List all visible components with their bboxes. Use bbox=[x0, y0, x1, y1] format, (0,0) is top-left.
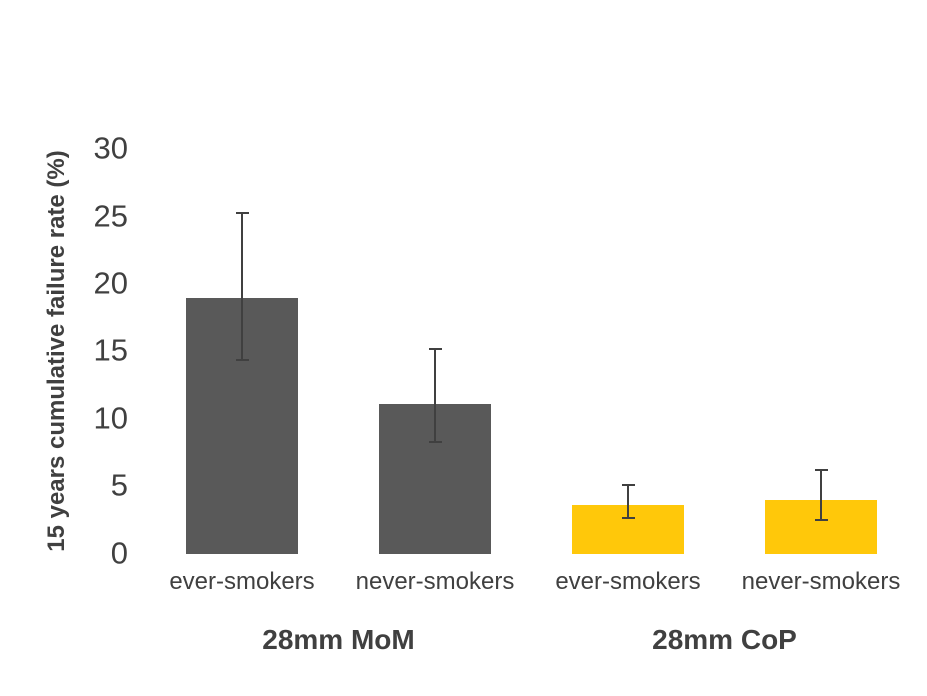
y-tick-label-10: 10 bbox=[93, 400, 128, 436]
y-tick-label-20: 20 bbox=[93, 265, 128, 301]
y-tick-label-15: 15 bbox=[93, 332, 128, 368]
group-label: 28mm MoM bbox=[262, 624, 415, 655]
error-bar-cap-top bbox=[235, 211, 249, 214]
error-bar-cap-top bbox=[621, 483, 635, 486]
error-bar-line bbox=[820, 469, 822, 520]
error-bar-cap-bottom bbox=[428, 440, 442, 443]
error-bar-cap-top bbox=[814, 468, 828, 471]
error-bar-line bbox=[434, 348, 436, 442]
category-label: ever-smokers bbox=[555, 568, 701, 595]
y-tick-label-30: 30 bbox=[93, 130, 128, 166]
error-bar-line bbox=[241, 212, 243, 360]
category-label: never-smokers bbox=[355, 568, 515, 595]
error-bar-cap-top bbox=[428, 347, 442, 350]
y-tick-label-25: 25 bbox=[93, 198, 128, 234]
y-tick-label-5: 5 bbox=[110, 467, 128, 503]
error-bar-cap-bottom bbox=[235, 358, 249, 361]
error-bar-line bbox=[627, 484, 629, 519]
error-bar-cap-bottom bbox=[621, 517, 635, 520]
category-label: never-smokers bbox=[741, 568, 901, 595]
y-tick-label-0: 0 bbox=[110, 535, 128, 570]
error-bar-cap-bottom bbox=[814, 518, 828, 521]
category-label: ever-smokers bbox=[169, 568, 315, 595]
group-label: 28mm CoP bbox=[652, 624, 797, 655]
